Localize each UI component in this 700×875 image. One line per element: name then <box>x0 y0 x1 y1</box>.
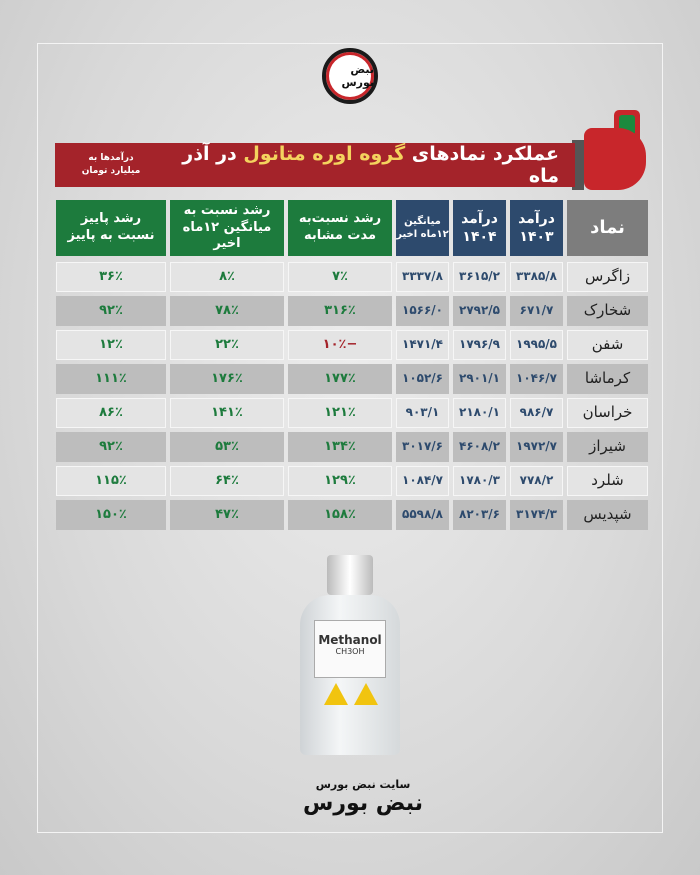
table-row: شلرد ۷۷۸/۲ ۱۷۸۰/۳ ۱۰۸۴/۷ ۱۲۹٪ ۶۴٪ ۱۱۵٪ <box>54 466 648 496</box>
table-cell: ۳۳۸۵/۸ <box>510 262 563 292</box>
footer-brand: سایت نبض بورس نبض بورس <box>283 778 443 816</box>
table-row: کرماشا ۱۰۴۶/۷ ۲۹۰۱/۱ ۱۰۵۲/۶ ۱۷۷٪ ۱۷۶٪ ۱۱۱٪ <box>54 364 648 394</box>
table-cell: ۱۳۴٪ <box>288 432 392 462</box>
table-cell: ۱۷۹۶/۹ <box>453 330 506 360</box>
table-cell: ۱۴۱٪ <box>170 398 284 428</box>
table-cell: ۷۸٪ <box>170 296 284 326</box>
methanol-bottle-image: Methanol CH3OH <box>300 555 400 755</box>
table-row: شفن ۱۹۹۵/۵ ۱۷۹۶/۹ ۱۴۷۱/۴ −۱۰٪ ۲۲٪ ۱۲٪ <box>54 330 648 360</box>
column-header: رشد نسبت به میانگین ۱۲ماه اخیر <box>170 200 284 256</box>
column-header: درآمد ۱۴۰۴ <box>453 200 506 256</box>
table-header: نماد درآمد ۱۴۰۳ درآمد ۱۴۰۴ میانگین ۱۲ماه اخیر ر… <box>54 200 648 256</box>
title-banner: عملکرد نمادهای گروه اوره متانول در آذر م… <box>55 143 575 187</box>
performance-table: نماد درآمد ۱۴۰۳ درآمد ۱۴۰۴ میانگین ۱۲ماه اخیر ر… <box>54 200 648 534</box>
table-cell: ۶۷۱/۷ <box>510 296 563 326</box>
brand-wordmark: نبض بورس <box>303 791 423 816</box>
table-cell: زاگرس <box>567 262 648 292</box>
table-cell: شفن <box>567 330 648 360</box>
table-cell: ۱۵۸٪ <box>288 500 392 530</box>
table-cell: ۱۴۷۱/۴ <box>396 330 449 360</box>
brand-logo: نبض بورس <box>322 48 378 104</box>
table-cell: ۹۲٪ <box>56 296 166 326</box>
table-cell: ۲۲٪ <box>170 330 284 360</box>
table-cell: ۱۵۰٪ <box>56 500 166 530</box>
table-cell: ۳۶٪ <box>56 262 166 292</box>
table-cell: ۱۹۹۵/۵ <box>510 330 563 360</box>
table-row: شیراز ۱۹۷۲/۷ ۴۶۰۸/۲ ۳۰۱۷/۶ ۱۳۴٪ ۵۳٪ ۹۲٪ <box>54 432 648 462</box>
table-cell: ۸۶٪ <box>56 398 166 428</box>
table-cell: ۱۲۱٪ <box>288 398 392 428</box>
table-cell: ۳۱۷۴/۳ <box>510 500 563 530</box>
site-label: سایت نبض بورس <box>315 778 411 791</box>
table-cell: کرماشا <box>567 364 648 394</box>
column-header: رشد پاییز نسبت به پاییز <box>56 200 166 256</box>
table-row: شخارک ۶۷۱/۷ ۲۷۹۲/۵ ۱۵۶۶/۰ ۳۱۶٪ ۷۸٪ ۹۲٪ <box>54 296 648 326</box>
table-cell: ۹۰۳/۱ <box>396 398 449 428</box>
table-cell: ۷۷۸/۲ <box>510 466 563 496</box>
table-cell: ۶۴٪ <box>170 466 284 496</box>
column-header: نماد <box>567 200 648 256</box>
table-cell: ۱۱۵٪ <box>56 466 166 496</box>
page-title: عملکرد نمادهای گروه اوره متانول در آذر م… <box>182 143 559 187</box>
column-header: میانگین ۱۲ماه اخیر <box>396 200 449 256</box>
table-cell: شپدیس <box>567 500 648 530</box>
hand-icon <box>584 128 646 190</box>
table-cell: شخارک <box>567 296 648 326</box>
table-cell: ۵۳٪ <box>170 432 284 462</box>
column-header: رشد نسبت‌به مدت مشابه <box>288 200 392 256</box>
table-cell: ۲۹۰۱/۱ <box>453 364 506 394</box>
table-cell: ۱۰۸۴/۷ <box>396 466 449 496</box>
table-row: زاگرس ۳۳۸۵/۸ ۳۶۱۵/۲ ۳۳۳۷/۸ ۷٪ ۸٪ ۳۶٪ <box>54 262 648 292</box>
table-cell: ۷٪ <box>288 262 392 292</box>
table-cell: ۳۶۱۵/۲ <box>453 262 506 292</box>
table-cell: ۱۵۶۶/۰ <box>396 296 449 326</box>
table-cell: خراسان <box>567 398 648 428</box>
table-cell: ۱۰۵۲/۶ <box>396 364 449 394</box>
table-cell: ۳۰۱۷/۶ <box>396 432 449 462</box>
column-header: درآمد ۱۴۰۳ <box>510 200 563 256</box>
table-cell: ۹۸۶/۷ <box>510 398 563 428</box>
table-cell: ۱۰۴۶/۷ <box>510 364 563 394</box>
table-cell: ۱۲٪ <box>56 330 166 360</box>
table-cell: ۱۱۱٪ <box>56 364 166 394</box>
table-cell: شلرد <box>567 466 648 496</box>
bottle-label: Methanol CH3OH <box>314 620 386 678</box>
unit-note: درآمدها به میلیارد تومان <box>81 152 141 177</box>
cuff-decoration <box>572 140 584 190</box>
table-cell: ۱۲۹٪ <box>288 466 392 496</box>
table-cell: ۵۵۹۸/۸ <box>396 500 449 530</box>
table-row: خراسان ۹۸۶/۷ ۲۱۸۰/۱ ۹۰۳/۱ ۱۲۱٪ ۱۴۱٪ ۸۶٪ <box>54 398 648 428</box>
table-cell: ۹۲٪ <box>56 432 166 462</box>
table-row: شپدیس ۳۱۷۴/۳ ۸۲۰۳/۶ ۵۵۹۸/۸ ۱۵۸٪ ۴۷٪ ۱۵۰٪ <box>54 500 648 530</box>
table-cell: ۱۹۷۲/۷ <box>510 432 563 462</box>
table-cell: ۸۲۰۳/۶ <box>453 500 506 530</box>
frame <box>37 43 663 833</box>
table-cell: ۴۶۰۸/۲ <box>453 432 506 462</box>
table-cell: ۱۷۷٪ <box>288 364 392 394</box>
table-cell: ۳۳۳۷/۸ <box>396 262 449 292</box>
table-cell: ۱۷۶٪ <box>170 364 284 394</box>
table-cell: ۲۷۹۲/۵ <box>453 296 506 326</box>
table-cell: ۲۱۸۰/۱ <box>453 398 506 428</box>
table-cell: ۱۷۸۰/۳ <box>453 466 506 496</box>
table-cell: ۳۱۶٪ <box>288 296 392 326</box>
table-cell: −۱۰٪ <box>288 330 392 360</box>
table-cell: ۴۷٪ <box>170 500 284 530</box>
table-cell: ۸٪ <box>170 262 284 292</box>
table-cell: شیراز <box>567 432 648 462</box>
